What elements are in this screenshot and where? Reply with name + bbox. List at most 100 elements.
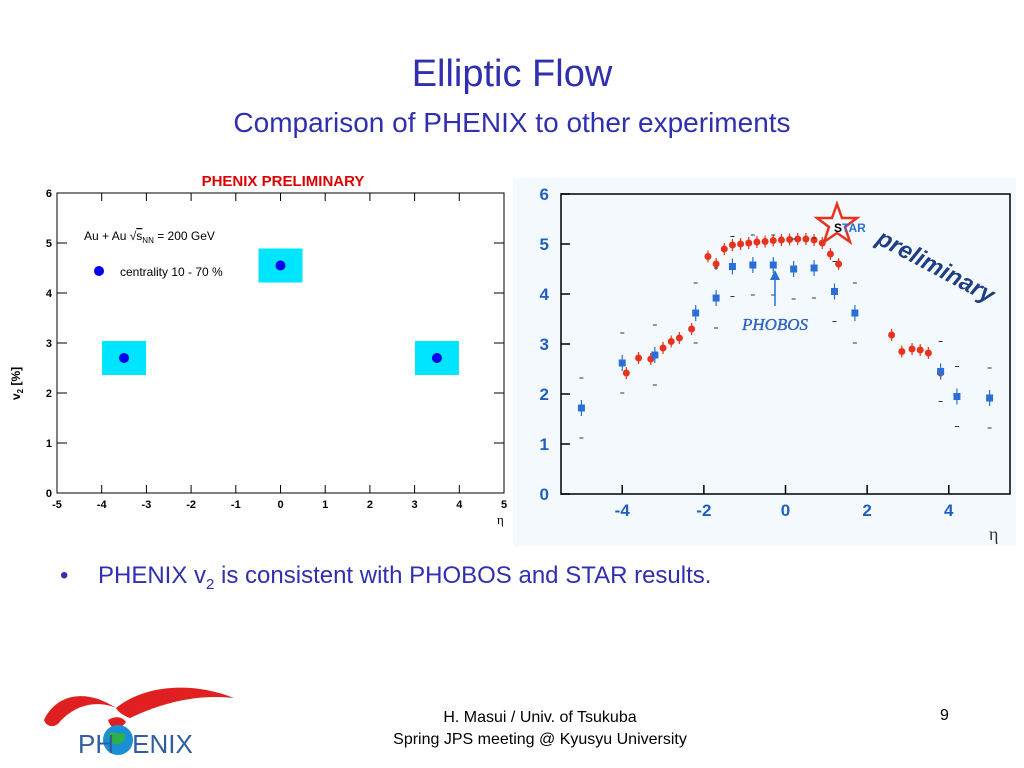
phobos-data-point xyxy=(790,265,798,273)
star-data-point xyxy=(737,240,745,248)
star-outline xyxy=(813,200,861,246)
x-tick-label: 1 xyxy=(322,499,328,511)
star-data-point xyxy=(675,334,683,342)
x-tick-label: 0 xyxy=(781,501,790,520)
logo-text-post: ENIX xyxy=(132,729,193,759)
page-number: 9 xyxy=(940,707,949,724)
chart-title: PHENIX PRELIMINARY xyxy=(202,173,365,190)
phobos-data-point xyxy=(953,393,961,400)
bullet-text-sub: 2 xyxy=(206,575,215,593)
annotation-system: Au + Au xyxy=(84,229,130,243)
y-tick-label: 3 xyxy=(46,338,52,350)
star-data-point xyxy=(635,354,643,362)
star-label: STAR xyxy=(834,221,866,235)
star-data-point xyxy=(777,236,785,244)
phobos-data-point xyxy=(712,294,720,302)
star-data-point xyxy=(745,239,753,247)
x-tick-label: 0 xyxy=(277,499,283,511)
slide-subtitle: Comparison of PHENIX to other experiment… xyxy=(233,107,791,138)
star-data-point xyxy=(908,345,916,353)
phenix-v2-chart: PHENIX PRELIMINARY -5 -4 -3 -2 -1 0 1 2 3 4 5 0 1 2 3 4… xyxy=(9,173,507,527)
star-data-point xyxy=(720,245,728,253)
y-tick-label: 0 xyxy=(540,485,549,504)
y-tick-label: 4 xyxy=(540,285,550,304)
annotation-s: s xyxy=(136,229,142,243)
star-logo: STAR xyxy=(813,200,866,246)
phobos-arrow-head xyxy=(770,270,780,280)
x-tick-label: 3 xyxy=(412,499,418,511)
logo-wing-right xyxy=(116,687,234,718)
y-tick-label: 1 xyxy=(46,438,52,450)
star-data-point xyxy=(826,250,834,258)
x-tick-label: -4 xyxy=(97,499,108,511)
x-tick-label: 5 xyxy=(501,499,507,511)
x-tick-label: 4 xyxy=(944,501,954,520)
collision-annotation: Au + Au √sNN = 200 GeV xyxy=(84,229,215,245)
footer-author: H. Masui / Univ. of Tsukuba xyxy=(443,709,637,726)
y-tick-label: 6 xyxy=(540,185,549,204)
y-tick-label: 2 xyxy=(46,388,52,400)
legend-marker xyxy=(94,266,104,276)
data-point xyxy=(119,353,130,363)
y-tick-label: 1 xyxy=(540,435,549,454)
phobos-data-point xyxy=(728,263,736,270)
star-data-point xyxy=(916,346,924,354)
bullet-text-pre: PHENIX v xyxy=(98,562,207,589)
star-data-point xyxy=(835,260,843,268)
phobos-data-point xyxy=(577,404,585,412)
star-data-point xyxy=(622,369,630,377)
phobos-data-point xyxy=(851,309,859,317)
y-tick-label: 6 xyxy=(46,188,52,200)
phobos-data-point xyxy=(749,261,757,269)
star-data-point xyxy=(753,238,761,246)
data-point xyxy=(431,353,442,363)
star-data-point xyxy=(924,349,932,357)
x-axis-label: η xyxy=(989,524,998,544)
star-data-point xyxy=(667,338,675,345)
phobos-data-point xyxy=(830,288,838,295)
legend-label: centrality 10 - 70 % xyxy=(120,265,223,279)
phobos-data-point xyxy=(769,261,777,269)
phobos-data-point xyxy=(986,394,994,402)
bullet-point: • PHENIX v2 is consistent with PHOBOS and… xyxy=(60,560,711,601)
star-data-point xyxy=(688,325,696,333)
y-axis-label-v: v xyxy=(9,393,23,400)
logo-wing-left xyxy=(44,696,116,727)
y-tick-label: 2 xyxy=(540,385,549,404)
star-data-point xyxy=(712,260,720,268)
y-tick-label: 4 xyxy=(46,288,53,300)
star-data-point xyxy=(728,241,736,249)
y-tick-label: 0 xyxy=(46,488,52,500)
star-data-point xyxy=(704,253,712,260)
x-tick-label: 2 xyxy=(367,499,373,511)
annotation-nn: NN xyxy=(142,236,154,245)
y-tick-label: 5 xyxy=(540,235,549,254)
star-data-point xyxy=(794,235,802,243)
phobos-data-point xyxy=(618,359,626,367)
star-data-point xyxy=(769,237,777,244)
data-point xyxy=(275,260,286,271)
footer: H. Masui / Univ. of Tsukuba Spring JPS m… xyxy=(300,707,780,751)
footer-meeting: Spring JPS meeting @ Kyusyu University xyxy=(393,731,687,748)
star-data-point xyxy=(898,348,906,355)
logo-text-pre: PH xyxy=(78,729,114,759)
star-data-point xyxy=(659,344,667,352)
logo-text: PH ENIX xyxy=(78,729,193,759)
y-tick-label: 5 xyxy=(46,238,52,250)
x-tick-label: -2 xyxy=(186,499,196,511)
y-axis-label-unit: [%] xyxy=(9,367,23,389)
phobos-data-point xyxy=(810,264,818,272)
y-tick-label: 3 xyxy=(540,335,549,354)
slide-title: Elliptic Flow xyxy=(411,53,613,95)
x-tick-label: -4 xyxy=(615,501,631,520)
star-data-point xyxy=(786,236,794,243)
x-tick-label: -5 xyxy=(52,499,62,511)
star-data-point xyxy=(802,235,810,243)
star-label-s: S xyxy=(834,221,842,235)
x-tick-label: 4 xyxy=(456,499,463,511)
bullet-dot: • xyxy=(60,562,69,589)
x-tick-label: -1 xyxy=(231,499,241,511)
y-axis-label: v2 [%] xyxy=(9,367,25,400)
globe-land xyxy=(108,732,126,745)
